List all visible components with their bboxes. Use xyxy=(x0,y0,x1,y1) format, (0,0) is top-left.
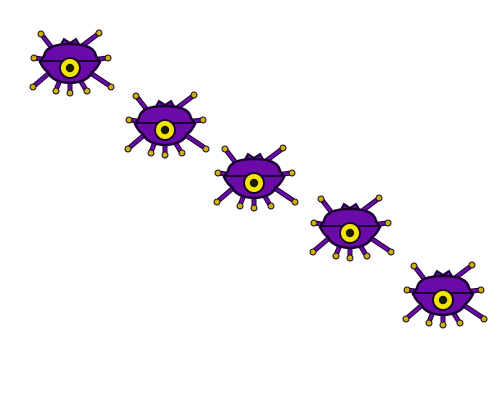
bug-sprite-icon xyxy=(125,92,209,158)
bug-sprite-icon xyxy=(214,145,298,211)
purple-bug-enemy-2 xyxy=(125,92,209,158)
bug-sprite-icon xyxy=(403,262,487,328)
purple-bug-enemy-1 xyxy=(30,30,114,96)
purple-bug-enemy-3 xyxy=(214,145,298,211)
bug-sprite-icon xyxy=(310,195,394,261)
purple-bug-enemy-5 xyxy=(403,262,487,328)
purple-bug-enemy-4 xyxy=(310,195,394,261)
bug-sprite-icon xyxy=(30,30,114,96)
